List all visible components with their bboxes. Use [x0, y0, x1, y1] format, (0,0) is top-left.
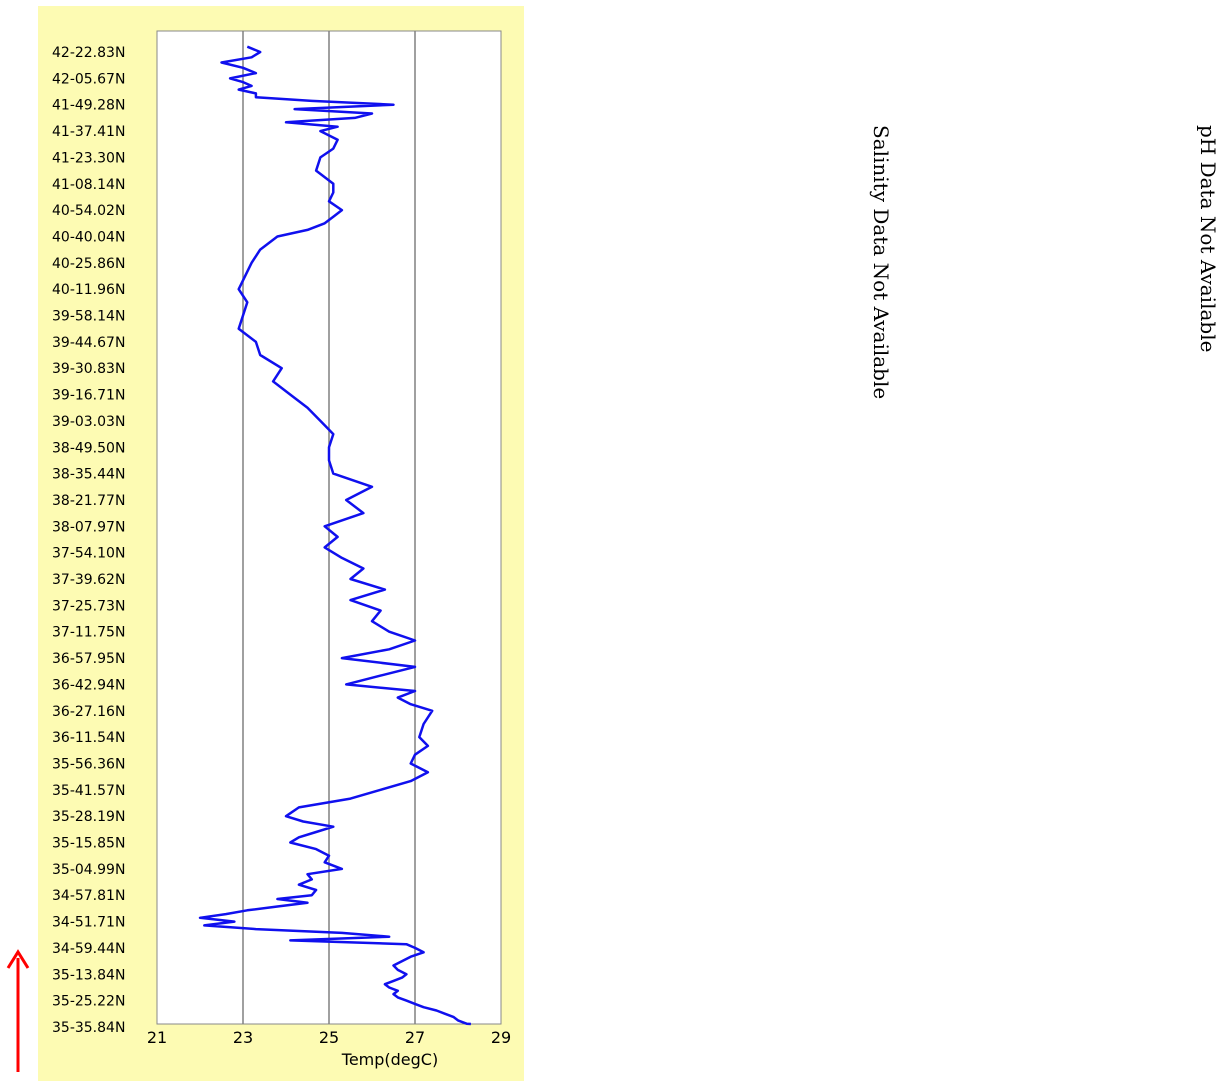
ph-not-available-text: pH Data Not Available: [1196, 125, 1220, 353]
y-tick-label: 36-27.16N: [52, 704, 125, 720]
y-tick-label: 37-39.62N: [52, 572, 125, 588]
y-tick-label: 40-40.04N: [52, 229, 125, 245]
direction-arrow-icon: [6, 949, 30, 1072]
y-tick-label: 36-57.95N: [52, 651, 125, 667]
y-tick-label: 37-54.10N: [52, 546, 125, 562]
y-tick-label: 35-13.84N: [52, 967, 125, 983]
x-tick-label: 23: [233, 1028, 253, 1047]
y-tick-label: 41-37.41N: [52, 124, 125, 140]
salinity-not-available-text: Salinity Data Not Available: [869, 125, 893, 400]
y-tick-label: 39-16.71N: [52, 388, 125, 404]
y-tick-label: 42-05.67N: [52, 71, 125, 87]
y-tick-label: 34-51.71N: [52, 915, 125, 931]
y-tick-label: 35-28.19N: [52, 809, 125, 825]
y-tick-label: 41-49.28N: [52, 98, 125, 114]
y-tick-labels: 42-22.83N 42-05.67N 41-49.28N 41-37.41N 41-2…: [52, 45, 125, 1036]
x-tick-label: 27: [405, 1028, 425, 1047]
y-tick-label: 37-25.73N: [52, 598, 125, 614]
x-tick-label: 21: [147, 1028, 167, 1047]
y-tick-label: 42-22.83N: [52, 45, 125, 61]
y-tick-label: 38-49.50N: [52, 440, 125, 456]
y-tick-label: 41-23.30N: [52, 150, 125, 166]
y-tick-label: 39-30.83N: [52, 361, 125, 377]
y-tick-label: 39-44.67N: [52, 335, 125, 351]
y-tick-label: 37-11.75N: [52, 625, 125, 641]
vertical-gridlines: [242, 31, 416, 1024]
y-tick-label: 35-56.36N: [52, 756, 125, 772]
x-axis-label: Temp(degC): [341, 1050, 438, 1069]
y-tick-label: 35-25.22N: [52, 994, 125, 1010]
y-tick-label: 38-21.77N: [52, 493, 125, 509]
y-tick-label: 36-42.94N: [52, 677, 125, 693]
y-tick-label: 35-41.57N: [52, 783, 125, 799]
y-tick-label: 39-58.14N: [52, 309, 125, 325]
y-tick-label: 34-57.81N: [52, 888, 125, 904]
y-tick-label: 36-11.54N: [52, 730, 125, 746]
y-tick-label: 41-08.14N: [52, 177, 125, 193]
temperature-series-line: [198, 45, 471, 1026]
y-tick-label: 35-04.99N: [52, 862, 125, 878]
y-tick-label: 38-35.44N: [52, 467, 125, 483]
y-tick-label: 40-11.96N: [52, 282, 125, 298]
y-tick-label: 35-35.84N: [52, 1020, 125, 1036]
x-tick-label: 25: [319, 1028, 339, 1047]
x-tick-label: 29: [491, 1028, 511, 1047]
y-tick-label: 34-59.44N: [52, 941, 125, 957]
y-tick-label: 35-15.85N: [52, 836, 125, 852]
x-tick-labels: 21 23 25 27 29: [147, 1028, 511, 1047]
y-tick-label: 40-54.02N: [52, 203, 125, 219]
y-tick-label: 38-07.97N: [52, 519, 125, 535]
y-tick-label: 39-03.03N: [52, 414, 125, 430]
y-tick-label: 40-25.86N: [52, 256, 125, 272]
